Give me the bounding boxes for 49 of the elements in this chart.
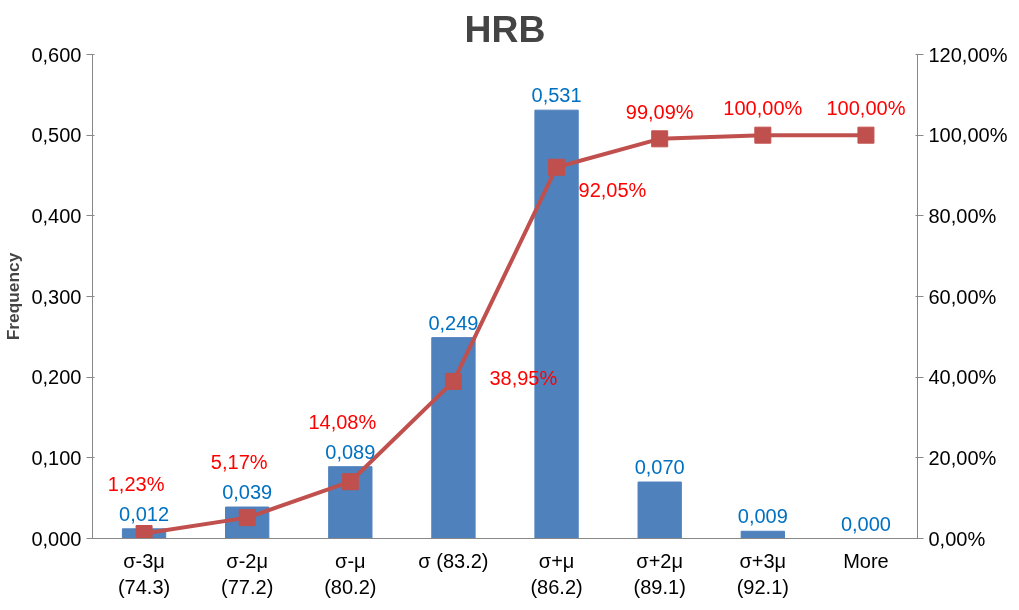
x-tick-label: σ+3μ (92.1) (736, 549, 789, 598)
bar (740, 530, 785, 539)
point (548, 158, 566, 176)
y-tick-label: 0,200 (31, 366, 82, 389)
point (341, 473, 359, 491)
chart-title: HRB (464, 7, 546, 50)
x-tick-label: σ+2μ (89.1) (633, 549, 686, 598)
data-label: 0,070 (634, 456, 685, 479)
y2-tick-label: 60,00% (928, 285, 997, 308)
y-tick-label: 0,600 (31, 43, 82, 66)
data-label: 1,23% (107, 472, 165, 495)
data-label: 92,05% (578, 179, 647, 202)
point (754, 126, 772, 144)
data-label: 0,089 (325, 440, 376, 463)
x-tick-label: σ-3μ (74.3) (117, 549, 171, 598)
bar (431, 337, 476, 539)
y-tick-label: 0,300 (31, 285, 82, 308)
y-tick-label: 0,400 (31, 204, 82, 227)
y-tick-label: 0,500 (31, 124, 82, 147)
data-label: 0,012 (119, 502, 170, 525)
data-label: 99,09% (625, 100, 694, 123)
data-label: 100,00% (723, 97, 803, 120)
bar (637, 481, 682, 539)
point (857, 126, 875, 144)
point (135, 525, 153, 539)
point (444, 372, 462, 390)
x-tick-label: σ+μ (86.2) (530, 549, 583, 598)
data-label: 0,531 (531, 84, 582, 107)
y2-tick-label: 120,00% (928, 43, 1008, 66)
x-tick-label: σ-2μ (77.2) (221, 549, 274, 598)
y2-tick-label: 20,00% (928, 446, 997, 469)
y-axis-title: Frequency (3, 252, 24, 341)
y2-tick-label: 0,00% (928, 527, 986, 550)
data-label: 14,08% (308, 410, 377, 433)
y2-tick-label: 40,00% (928, 366, 997, 389)
y-tick-label: 0,000 (31, 527, 82, 550)
y-tick-label: 0,100 (31, 446, 82, 469)
data-label: 100,00% (826, 97, 906, 120)
data-label: 0,009 (737, 505, 788, 528)
data-label: 0,249 (428, 311, 479, 334)
data-label: 0,039 (222, 481, 273, 504)
point (651, 130, 669, 148)
data-label: 0,000 (840, 512, 891, 535)
x-tick-label: σ-μ (80.2) (324, 549, 377, 598)
y2-tick-label: 80,00% (928, 204, 997, 227)
x-tick-label: σ (83.2) (418, 549, 489, 572)
y2-tick-label: 100,00% (928, 124, 1008, 147)
data-label: 5,17% (210, 451, 268, 474)
x-tick-label: More (843, 549, 889, 572)
